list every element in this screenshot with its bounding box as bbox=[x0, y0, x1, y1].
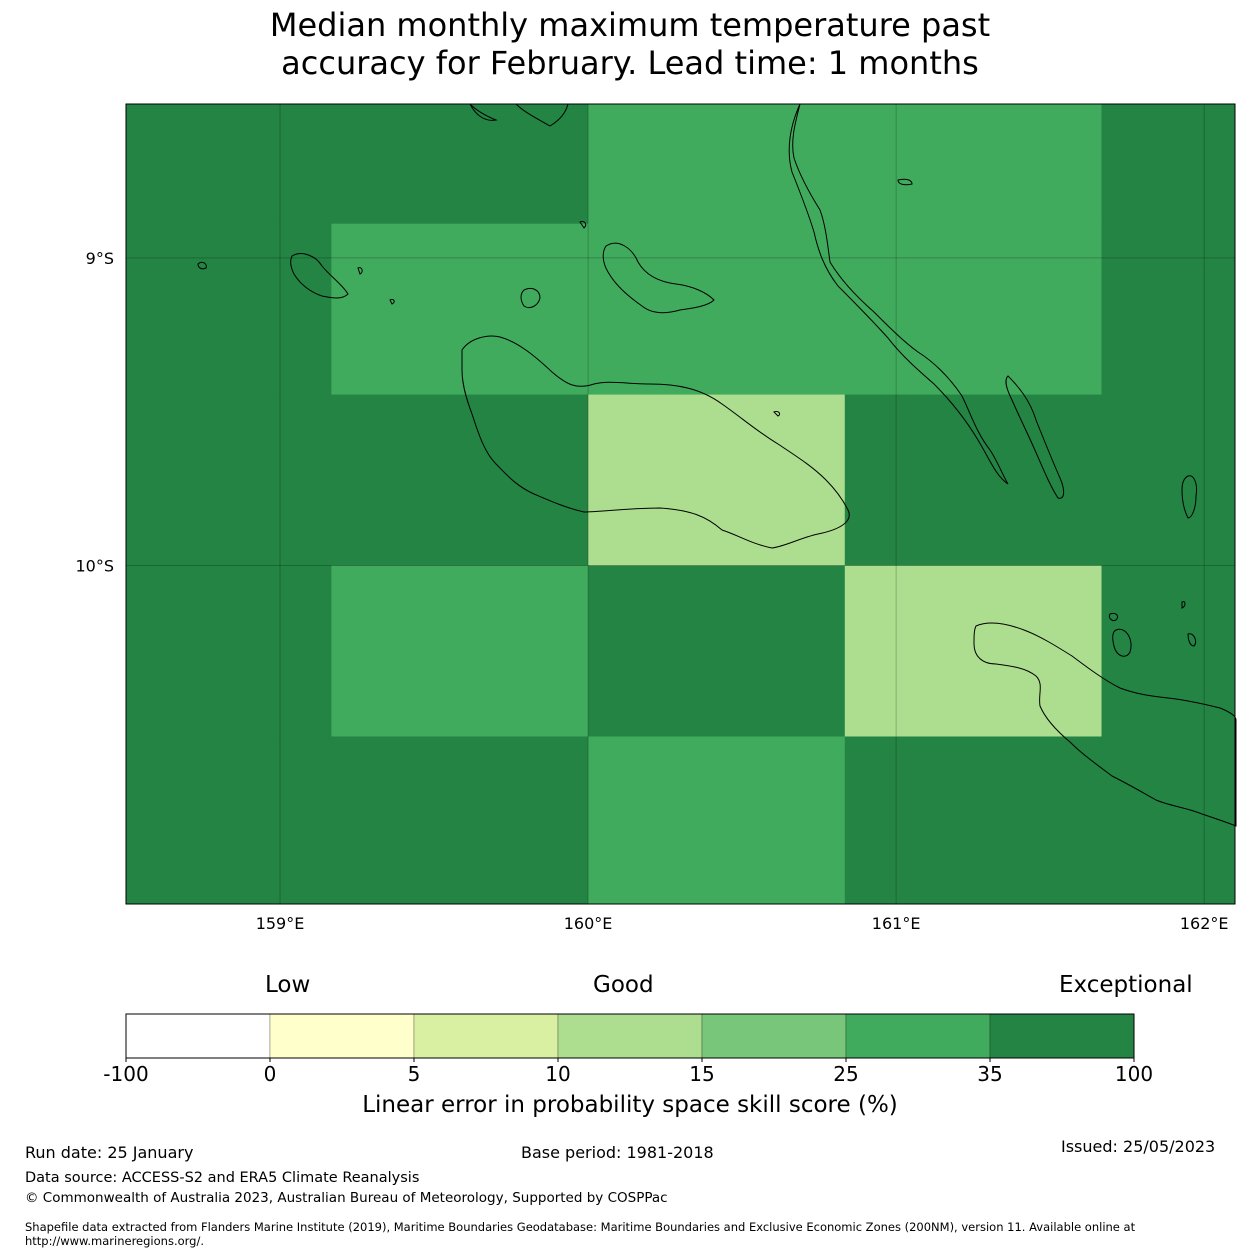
grid-cell bbox=[1101, 223, 1236, 396]
colorbar-bin bbox=[701, 1013, 847, 1059]
grid-cell bbox=[126, 565, 332, 737]
coastline-islet-east-2 bbox=[1112, 628, 1132, 657]
run-date: Run date: 25 January bbox=[25, 1143, 194, 1162]
colorbar-label: Linear error in probability space skill … bbox=[362, 1092, 898, 1118]
colorbar-bin bbox=[557, 1013, 703, 1059]
coastline-islet-west-1 bbox=[197, 261, 207, 270]
grid-cell bbox=[1101, 736, 1236, 905]
coastline-north-2 bbox=[514, 103, 569, 127]
colorbar-tick-label: 0 bbox=[263, 1062, 277, 1086]
data-source: Data source: ACCESS-S2 and ERA5 Climate … bbox=[25, 1170, 420, 1186]
latitude-tick-label: 10°S bbox=[75, 557, 114, 576]
coastline-islet-west-2 bbox=[357, 267, 363, 275]
longitude-tick-label: 161°E bbox=[872, 914, 921, 933]
legend-word-exceptional: Exceptional bbox=[1059, 972, 1193, 998]
coastline-north-1 bbox=[469, 103, 498, 121]
longitude-tick-label: 162°E bbox=[1180, 914, 1229, 933]
coastline-malaita bbox=[788, 103, 1009, 485]
grid-cell bbox=[331, 104, 589, 225]
grid-cell bbox=[588, 565, 846, 737]
coastline-savo bbox=[520, 287, 541, 309]
shapefile-credit: Shapefile data extracted from Flanders M… bbox=[25, 1220, 1136, 1248]
base-period: Base period: 1981-2018 bbox=[521, 1143, 714, 1162]
coastline-makira bbox=[973, 622, 1237, 827]
colorbar-tick-label: 10 bbox=[545, 1062, 571, 1086]
grid-cell bbox=[844, 736, 1103, 905]
colorbar-bin bbox=[413, 1013, 559, 1059]
graticule bbox=[126, 104, 1235, 904]
coastlines bbox=[197, 103, 1237, 827]
longitude-tick-labels: 159°E 160°E 161°E 162°E bbox=[256, 914, 1229, 933]
grid-cell bbox=[1101, 104, 1236, 225]
coastline-florida-islands bbox=[602, 242, 715, 314]
colorbar-tick-label: 15 bbox=[689, 1062, 715, 1086]
map-title: Median monthly maximum temperature past … bbox=[0, 6, 1260, 82]
grid-cell bbox=[588, 223, 846, 396]
latitude-tick-label: 9°S bbox=[86, 249, 114, 268]
coastline-islet-east-4 bbox=[1187, 633, 1197, 647]
grid-cell bbox=[844, 223, 1103, 396]
coastline-guadalcanal bbox=[461, 335, 850, 549]
copyright-notice: © Commonwealth of Australia 2023, Austra… bbox=[25, 1190, 668, 1206]
longitude-tick-label: 159°E bbox=[256, 914, 305, 933]
map-frame bbox=[125, 103, 1236, 905]
grid-cell bbox=[126, 394, 332, 567]
colorbar-tick-label: -100 bbox=[103, 1062, 149, 1086]
grid-cell bbox=[126, 223, 332, 396]
grid-cell bbox=[331, 565, 589, 737]
longitude-tick-label: 160°E bbox=[564, 914, 613, 933]
colorbar-bin bbox=[845, 1013, 991, 1059]
skill-grid-cells bbox=[126, 104, 1236, 905]
map-title-line-2: accuracy for February. Lead time: 1 mont… bbox=[281, 44, 979, 82]
coastline-islet-east-1 bbox=[1109, 613, 1119, 621]
coastline-ulawa bbox=[1181, 475, 1197, 519]
latitude-tick-labels: 9°S 10°S bbox=[75, 249, 114, 576]
issued-date: Issued: 25/05/2023 bbox=[1061, 1137, 1216, 1156]
grid-cell bbox=[588, 736, 846, 905]
colorbar-tick-label: 5 bbox=[407, 1062, 421, 1086]
coastline-north-4 bbox=[579, 221, 587, 229]
coastline-islet-east-3 bbox=[1181, 601, 1186, 609]
coastline-islet-center bbox=[773, 411, 781, 417]
legend-word-low: Low bbox=[265, 972, 311, 998]
grid-cell bbox=[844, 565, 1103, 737]
grid-cell bbox=[588, 394, 846, 567]
colorbar bbox=[125, 1013, 1135, 1062]
colorbar-bin bbox=[125, 1013, 271, 1059]
grid-cell bbox=[126, 104, 332, 225]
grid-cell bbox=[331, 223, 589, 396]
grid-cell bbox=[1101, 565, 1236, 737]
skill-map: 159°E 160°E 161°E 162°E 9°S 10°S bbox=[75, 103, 1237, 933]
legend-word-good: Good bbox=[593, 972, 654, 998]
coastline-russell-islands bbox=[290, 253, 349, 299]
grid-cell bbox=[126, 736, 332, 905]
colorbar-tick-label: 100 bbox=[1114, 1062, 1154, 1086]
coastline-north-3 bbox=[897, 178, 913, 186]
grid-cell bbox=[844, 394, 1103, 567]
colorbar-tick-label: 35 bbox=[977, 1062, 1003, 1086]
grid-cell bbox=[331, 736, 589, 905]
colorbar-bin bbox=[989, 1013, 1135, 1059]
grid-cell bbox=[588, 104, 846, 225]
colorbar-bin bbox=[269, 1013, 415, 1059]
map-title-line-1: Median monthly maximum temperature past bbox=[269, 6, 991, 44]
grid-cell bbox=[844, 104, 1103, 225]
coastline-small-malaita bbox=[1005, 375, 1065, 499]
colorbar-frame bbox=[125, 1013, 1135, 1059]
coastline-islet-west-3 bbox=[389, 299, 395, 305]
grid-cell bbox=[331, 394, 589, 567]
grid-cell bbox=[1101, 394, 1236, 567]
colorbar-tick-label: 25 bbox=[833, 1062, 859, 1086]
